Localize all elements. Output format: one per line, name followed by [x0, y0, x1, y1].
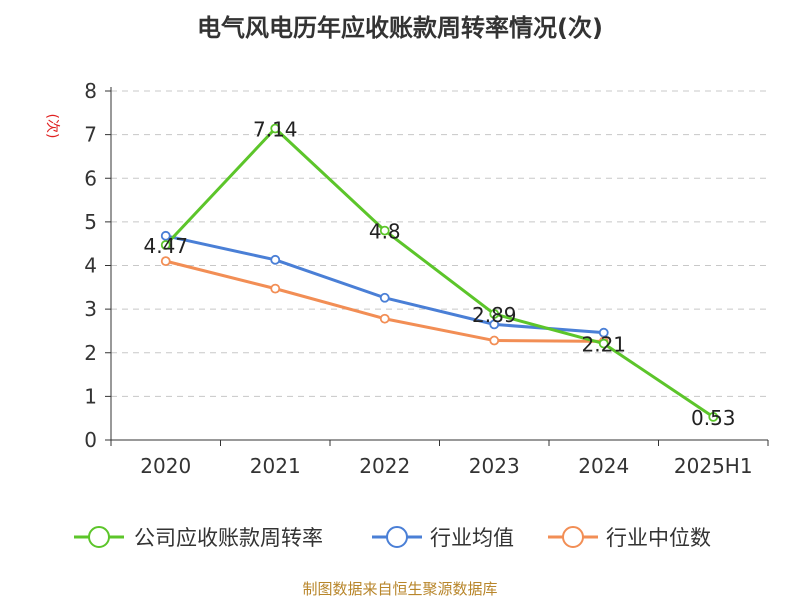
data-point: [489, 335, 500, 346]
y-tick-label: 5: [84, 210, 97, 234]
data-labels: 4.47 7.14 4.8 2.89 2.21 0.53: [143, 118, 735, 430]
legend-label: 公司应收账款周转率: [134, 526, 323, 550]
series-line: [164, 127, 715, 419]
x-tick-label: 2023: [469, 454, 520, 478]
legend-label: 行业中位数: [606, 526, 711, 550]
data-point: [270, 283, 281, 294]
data-label: 4.8: [369, 220, 401, 244]
y-tick-label: 1: [84, 384, 97, 408]
data-point: [489, 319, 500, 330]
data-point: [270, 254, 281, 265]
data-point: [708, 411, 719, 422]
legend-marker: [386, 526, 408, 548]
x-tick-labels: 2020 2021 2022 2023 2024 2025H1: [140, 454, 752, 478]
x-tick-label: 2022: [359, 454, 410, 478]
data-label: 2.21: [581, 333, 626, 357]
x-tick-label: 2024: [578, 454, 629, 478]
data-point: [160, 230, 171, 241]
data-point: [160, 256, 171, 267]
series-group: [160, 123, 719, 422]
axes: [105, 87, 769, 446]
legend-marker: [562, 526, 584, 548]
legend-marker: [88, 526, 110, 548]
data-point: [379, 225, 390, 236]
data-label: 7.14: [253, 118, 298, 142]
y-tick-label: 4: [84, 254, 97, 278]
data-point: [270, 123, 281, 134]
grid-lines: [111, 90, 768, 397]
x-tick-label: 2020: [140, 454, 191, 478]
data-point: [160, 240, 171, 250]
legend-label: 行业均值: [430, 526, 514, 550]
y-tick-label: 6: [84, 166, 97, 190]
data-point: [489, 309, 500, 319]
legend: 公司应收账款周转率 行业均值 行业中位数: [74, 526, 711, 550]
source-note: 制图数据来自恒生聚源数据库: [302, 580, 497, 598]
data-label: 0.53: [691, 406, 736, 430]
y-tick-label: 2: [84, 341, 97, 365]
y-tick-label: 8: [84, 79, 97, 103]
x-tick-label: 2021: [250, 454, 301, 478]
y-tick-label: 0: [84, 428, 97, 452]
chart-title: 电气风电历年应收账款周转率情况(次): [197, 14, 603, 42]
data-point: [379, 292, 390, 303]
data-label: 4.47: [143, 234, 188, 258]
y-tick-label: 7: [84, 123, 97, 147]
data-label: 2.89: [472, 303, 517, 327]
data-point: [379, 313, 390, 324]
x-tick-label: 2025H1: [674, 454, 753, 478]
y-tick-label: 3: [84, 297, 97, 321]
y-axis-label: (次): [44, 114, 60, 139]
data-point: [598, 338, 609, 349]
y-tick-labels: 0 1 2 3 4 5 6 7 8: [84, 79, 97, 452]
